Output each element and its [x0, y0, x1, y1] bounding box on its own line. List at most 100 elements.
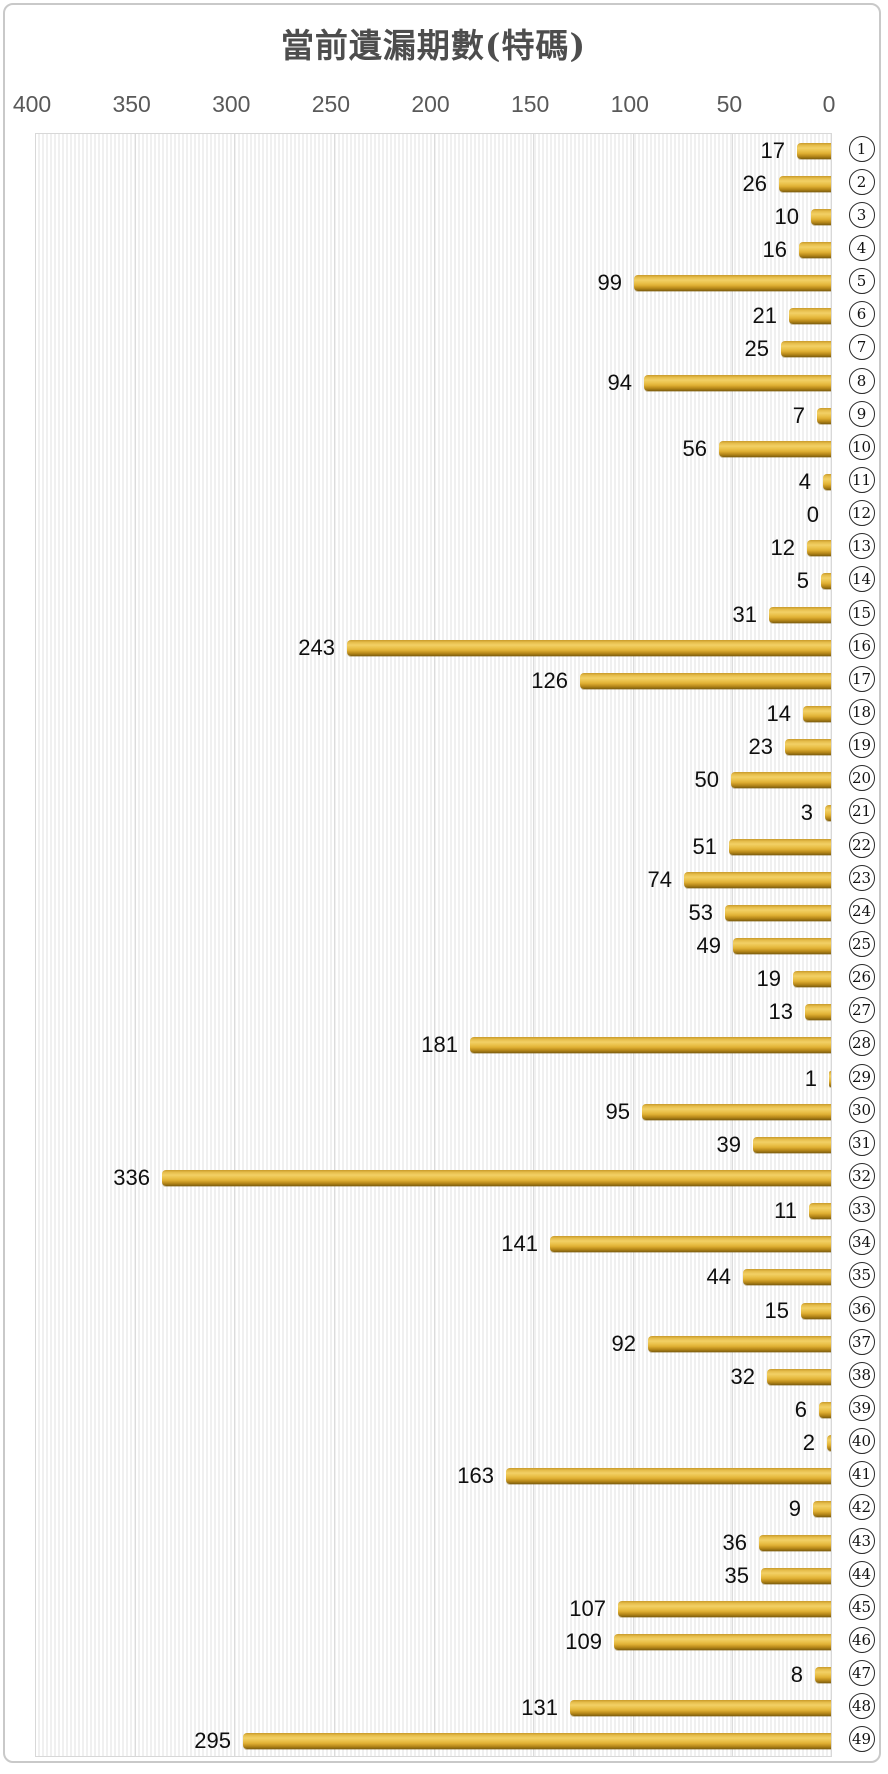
value-label: 94 — [607, 369, 632, 395]
value-label: 163 — [457, 1463, 494, 1489]
category-circled-46: 46 — [848, 1627, 875, 1653]
bar-42 — [813, 1501, 831, 1518]
bar-row: 51 — [36, 830, 831, 863]
bar-37 — [648, 1335, 831, 1352]
category-circled-7: 7 — [848, 334, 875, 361]
bar-row: 10 — [36, 200, 831, 233]
category-circled-2: 2 — [848, 168, 875, 195]
category-circled-17: 17 — [848, 665, 875, 692]
category-circled-19: 19 — [848, 732, 875, 759]
category-circled-5: 5 — [848, 268, 875, 295]
value-label: 95 — [605, 1098, 630, 1124]
bar-row: 49 — [36, 929, 831, 962]
x-axis-tick: 350 — [112, 91, 151, 117]
bar-row: 163 — [36, 1460, 831, 1493]
gridline — [134, 134, 136, 1756]
x-axis-tick: 0 — [822, 91, 836, 117]
bar-29 — [829, 1070, 831, 1087]
value-label: 131 — [521, 1695, 558, 1721]
value-label: 44 — [706, 1264, 731, 1290]
value-label: 26 — [742, 170, 767, 196]
category-circled-16: 16 — [848, 632, 875, 659]
bar-row: 5 — [36, 565, 831, 598]
bar-row: 25 — [36, 333, 831, 366]
bar-row: 94 — [36, 366, 831, 399]
category-circled-6: 6 — [848, 301, 875, 328]
category-circled-37: 37 — [848, 1328, 875, 1355]
bar-row: 21 — [36, 300, 831, 333]
category-circled-20: 20 — [848, 765, 875, 792]
bar-32 — [162, 1169, 831, 1186]
bar-row: 7 — [36, 399, 831, 432]
category-circled-40: 40 — [848, 1428, 875, 1455]
gridline — [234, 134, 236, 1756]
x-axis-tick: 400 — [12, 91, 52, 117]
bar-44 — [761, 1567, 831, 1584]
value-label: 21 — [752, 303, 777, 329]
bar-9 — [817, 407, 831, 424]
category-circled-13: 13 — [848, 533, 875, 560]
value-label: 181 — [421, 1032, 458, 1058]
chart-title: 當前遺漏期數(特碼) — [280, 26, 587, 65]
category-circled-45: 45 — [848, 1593, 875, 1620]
value-label: 56 — [682, 435, 707, 461]
bar-row: 92 — [36, 1327, 831, 1360]
value-label: 107 — [569, 1595, 606, 1621]
value-label: 243 — [298, 634, 335, 660]
bar-28 — [470, 1037, 831, 1054]
bar-38 — [767, 1368, 831, 1385]
bar-47 — [815, 1667, 831, 1684]
bar-row: 32 — [36, 1360, 831, 1393]
category-circled-42: 42 — [848, 1494, 875, 1521]
value-label: 17 — [760, 137, 785, 163]
category-circled-4: 4 — [848, 235, 875, 261]
bar-34 — [550, 1236, 831, 1253]
category-circled-10: 10 — [848, 433, 875, 460]
bar-49 — [243, 1733, 831, 1750]
category-circled-29: 29 — [848, 1063, 875, 1090]
category-circled-14: 14 — [848, 566, 875, 593]
bar-40 — [827, 1435, 831, 1452]
value-label: 8 — [790, 1662, 803, 1688]
value-label: 13 — [768, 999, 793, 1025]
bar-row: 35 — [36, 1559, 831, 1592]
bar-2 — [779, 175, 831, 192]
category-circled-12: 12 — [848, 500, 875, 527]
bar-21 — [825, 805, 831, 822]
category-axis: 1 2 3 4 5 6 7 8 9 10 11 12 13 14 15 16 17 18 19 20 21 22 23 24 2… — [835, 133, 888, 1757]
bar-row: 56 — [36, 432, 831, 465]
bar-3 — [811, 208, 831, 225]
category-circled-39: 39 — [848, 1395, 875, 1421]
category-circled-30: 30 — [848, 1096, 875, 1123]
bar-row: 50 — [36, 764, 831, 797]
bar-39 — [819, 1401, 831, 1418]
category-circled-27: 27 — [848, 997, 875, 1024]
category-circled-32: 32 — [848, 1163, 875, 1189]
category-circled-34: 34 — [848, 1229, 875, 1256]
value-label: 36 — [722, 1529, 747, 1555]
value-label: 1 — [804, 1065, 817, 1091]
bar-row: 16 — [36, 233, 831, 266]
bar-36 — [801, 1302, 831, 1319]
category-circled-43: 43 — [848, 1527, 875, 1554]
bar-11 — [823, 473, 831, 490]
bar-23 — [684, 871, 831, 888]
bar-row: 99 — [36, 267, 831, 300]
x-axis-tick: 150 — [510, 91, 550, 117]
category-circled-22: 22 — [848, 831, 875, 858]
x-axis-tick: 200 — [411, 91, 450, 117]
bar-1 — [797, 142, 831, 159]
x-axis: 400 350 300 250 200 150 100 50 0 — [5, 91, 888, 117]
bar-46 — [614, 1633, 831, 1650]
bar-row: 126 — [36, 664, 831, 697]
bar-4 — [799, 241, 831, 258]
value-label: 336 — [113, 1164, 150, 1190]
gridline — [433, 134, 435, 1756]
bar-row: 13 — [36, 996, 831, 1029]
category-circled-33: 33 — [848, 1196, 875, 1223]
gridline — [533, 134, 535, 1756]
bar-27 — [805, 1004, 831, 1021]
category-circled-44: 44 — [848, 1560, 875, 1587]
value-label: 295 — [194, 1728, 231, 1754]
bar-row: 44 — [36, 1261, 831, 1294]
